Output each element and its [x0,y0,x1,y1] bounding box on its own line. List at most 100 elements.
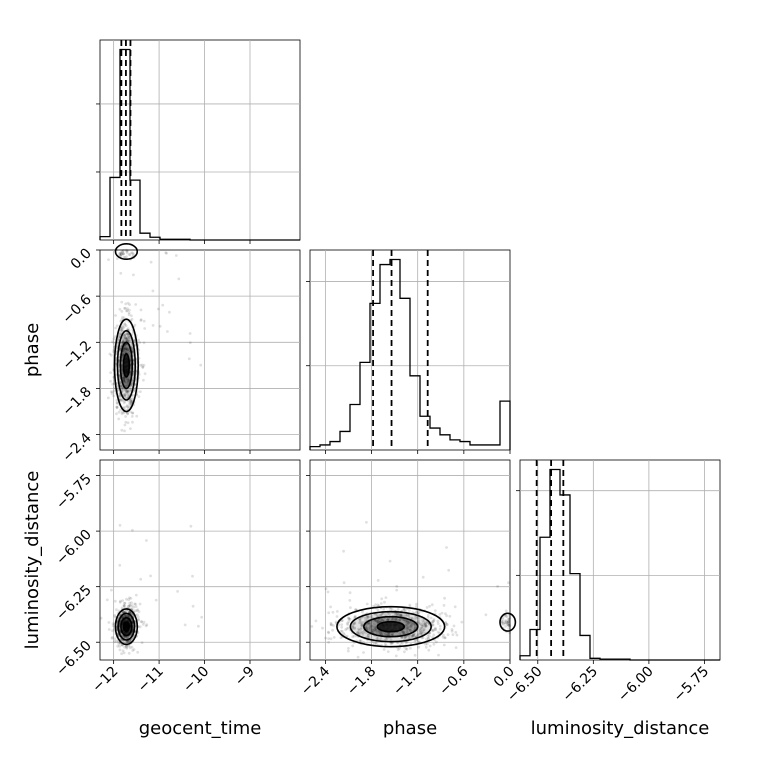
scatter-point [398,613,402,617]
scatter-point [120,300,124,304]
scatter-point [125,640,128,644]
scatter-point [378,632,382,636]
scatter-point [117,335,121,338]
ytick-label: −6.00 [53,527,95,569]
scatter-point [112,337,116,341]
scatter-point [388,612,391,616]
scatter-point [129,597,133,600]
scatter-point [128,402,132,406]
scatter-point [375,637,379,641]
scatter-point [136,615,140,619]
scatter-point [128,610,132,614]
scatter-point [508,624,512,628]
histogram-geocent-time [99,48,300,241]
scatter-point [124,614,128,617]
scatter-point [371,628,374,631]
scatter-point [122,348,126,351]
scatter-point [501,618,505,621]
scatter-point [126,390,130,394]
scatter-point [123,631,127,635]
density-contour [122,353,131,378]
scatter-point [347,617,351,620]
scatter-point [383,600,386,604]
scatter-point [125,346,128,349]
ytick-label: −1.8 [59,384,94,419]
scatter-point [133,323,137,327]
scatter-point [421,621,425,625]
scatter-point [425,606,429,609]
scatter-point [410,623,414,627]
scatter-point [183,623,187,627]
ytick-label: −0.6 [59,292,94,327]
scatter-point [166,330,169,333]
scatter-point [125,646,129,650]
scatter-point [418,629,422,633]
scatter-point [112,394,115,398]
scatter-point [353,614,357,618]
scatter-point [417,621,421,625]
scatter-point [378,630,382,633]
scatter-point [356,630,360,634]
scatter-point [363,616,367,620]
scatter-point [119,328,123,332]
scatter-point [123,350,127,354]
scatter-point [395,585,399,588]
scatter-point [507,581,510,585]
scatter-point [394,612,397,616]
scatter-point [125,344,129,348]
scatter-point [327,611,331,615]
scatter-point [126,381,130,384]
scatter-point [507,618,511,621]
scatter-point [360,630,363,634]
scatter-point [397,613,401,616]
scatter-point [123,379,127,382]
ytick-label: 0.0 [68,246,95,273]
scatter-point [119,408,122,412]
scatter-point [130,251,133,255]
scatter-point [130,601,133,605]
scatter-point [121,610,124,614]
scatter-point [129,427,132,430]
scatter-point [119,347,122,351]
scatter-point [109,379,112,383]
scatter-point [124,614,127,617]
scatter-point [504,619,507,622]
scatter-point [329,637,333,641]
scatter-point [132,252,135,256]
scatter-point [124,396,128,400]
scatter-point [156,307,160,311]
scatter-point [432,618,436,621]
scatter-point [432,619,436,623]
scatter-point [120,318,124,322]
scatter-point [132,605,136,609]
scatter-point [346,621,349,625]
scatter-point [119,384,123,387]
scatter-point [339,629,343,633]
scatter-point [376,608,380,612]
scatter-point [369,621,372,624]
scatter-point [426,637,430,640]
scatter-point [122,376,126,379]
scatter-point [161,303,165,307]
scatter-point [126,377,130,381]
scatter-point [105,598,109,602]
scatter-point [371,624,375,628]
scatter-point [145,539,148,542]
scatter-point [368,622,371,626]
scatter-point [348,591,352,595]
scatter-point [122,347,126,350]
scatter-point [386,618,390,622]
scatter-point [404,641,408,645]
scatter-point [128,303,132,306]
scatter-point [122,350,126,353]
scatter-point [142,620,146,624]
scatter-point [365,623,368,627]
scatter-point [124,390,128,393]
scatter-point [346,623,349,626]
scatter-point [128,610,132,614]
scatter-point [124,380,127,384]
scatter-point [127,651,131,655]
scatter-point [432,633,436,637]
scatter-point [125,347,129,351]
scatter-point [124,388,127,392]
